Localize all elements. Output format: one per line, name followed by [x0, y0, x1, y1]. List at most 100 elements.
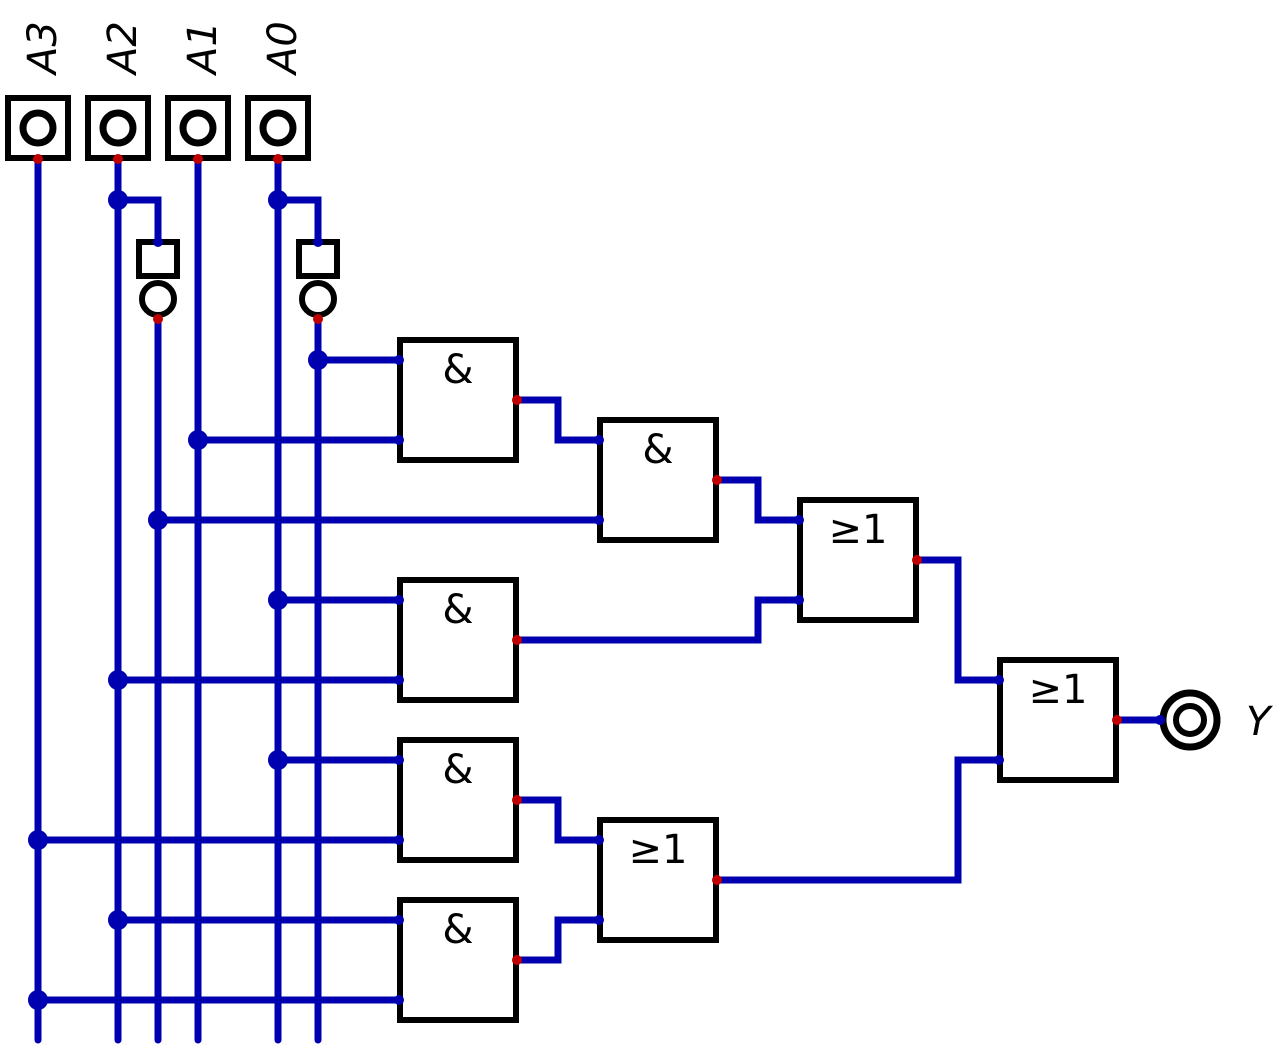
and-gate-5: & [397, 897, 519, 1023]
junction-dot [28, 990, 48, 1010]
junction-dot [308, 350, 328, 370]
wire-and3-to-or1 [514, 596, 804, 644]
gate-body [797, 497, 919, 623]
gate-label: ≥1 [629, 827, 688, 873]
wire-and5-to-or2 [514, 916, 604, 964]
input-pin [794, 595, 804, 605]
wire-and4-to-or2 [514, 796, 604, 844]
inverter-body [296, 239, 340, 279]
input-switch-ring-icon [179, 109, 217, 147]
input-switch-ring-icon [99, 109, 137, 147]
junctions [28, 190, 328, 1010]
junction-dot [28, 830, 48, 850]
junction-dot [148, 510, 168, 530]
input-switch-frame [165, 95, 231, 161]
input-pin [594, 515, 604, 525]
gate-label: ≥1 [829, 507, 888, 553]
input-pin [594, 435, 604, 445]
output-pin [193, 154, 203, 164]
input-pin [994, 675, 1004, 685]
output-pin [1112, 715, 1122, 725]
output-lamp-pin [1155, 715, 1165, 725]
input-pin [794, 515, 804, 525]
output-label-y: Y [1246, 699, 1274, 745]
input-pin [153, 237, 163, 247]
input-switch-frame [5, 95, 71, 161]
gate-body [397, 337, 519, 463]
wire-or2-to-or3 [714, 756, 1004, 884]
input-pin [394, 835, 404, 845]
junction-dot [188, 430, 208, 450]
gate-label: & [442, 347, 473, 393]
input-pin [394, 595, 404, 605]
output-pin [712, 875, 722, 885]
output-lamp-outer-ring-icon [1159, 689, 1221, 751]
input-pin [394, 435, 404, 445]
output-lamp-inner-ring-icon [1173, 703, 1207, 737]
gate-label: & [642, 427, 673, 473]
input-pin [594, 915, 604, 925]
and-gate-1: & [397, 337, 519, 463]
and-gate-3: & [397, 577, 519, 703]
input-label-a2: A2 [100, 21, 146, 77]
output-pin [512, 955, 522, 965]
and-gate-4: & [397, 737, 519, 863]
wire-and2-to-or1 [714, 476, 804, 524]
input-switch-frame [245, 95, 311, 161]
input-pin [594, 835, 604, 845]
gate-body [597, 417, 719, 543]
wire-and1-to-and2 [514, 396, 604, 444]
input-switch-ring-icon [19, 109, 57, 147]
output-pin [912, 555, 922, 565]
input-pin [394, 675, 404, 685]
input-switch-a2[interactable] [85, 95, 151, 161]
input-switch-a0[interactable] [245, 95, 311, 161]
gate-label: & [442, 587, 473, 633]
output-pin [33, 154, 43, 164]
inverter-bubble-icon [299, 280, 337, 318]
gate-label: & [442, 747, 473, 793]
output-lamp [1155, 689, 1221, 751]
input-pin [394, 355, 404, 365]
output-pin [512, 635, 522, 645]
junction-dot [108, 190, 128, 210]
wire-a0-to-inverter [274, 196, 322, 246]
junction-dot [108, 910, 128, 930]
inverter-bubble-icon [139, 280, 177, 318]
input-switch-a1[interactable] [165, 95, 231, 161]
input-label-a1: A1 [180, 21, 226, 77]
input-label-a3: A3 [20, 21, 66, 77]
gate-body [397, 897, 519, 1023]
input-switch-a3[interactable] [5, 95, 71, 161]
junction-dot [268, 750, 288, 770]
input-pin [994, 755, 1004, 765]
or-gate-2: ≥1 [597, 817, 719, 943]
junction-dot [268, 190, 288, 210]
output-pin [512, 395, 522, 405]
junction-dot [268, 590, 288, 610]
wires [34, 156, 1164, 1044]
output-pin [512, 795, 522, 805]
gate-body [397, 577, 519, 703]
input-pin [394, 915, 404, 925]
or-gate-3: ≥1 [997, 657, 1119, 783]
gate-pins [33, 154, 1122, 1005]
input-label-a0: A0 [260, 21, 306, 77]
input-pin [394, 995, 404, 1005]
input-pin [313, 237, 323, 247]
output-pin [113, 154, 123, 164]
input-pin [394, 755, 404, 765]
gate-label: ≥1 [1029, 667, 1088, 713]
output-pin [273, 154, 283, 164]
input-switch-ring-icon [259, 109, 297, 147]
wire-or1-to-or3 [914, 556, 1004, 684]
output-pin [712, 475, 722, 485]
inverter-a0 [296, 239, 340, 318]
output-pin [313, 314, 323, 324]
inverter-a2 [136, 239, 180, 318]
gate-label: & [442, 907, 473, 953]
and-gate-2: & [597, 417, 719, 543]
output-pin [153, 314, 163, 324]
wire-a2-to-inverter [114, 196, 162, 246]
or-gate-1: ≥1 [797, 497, 919, 623]
